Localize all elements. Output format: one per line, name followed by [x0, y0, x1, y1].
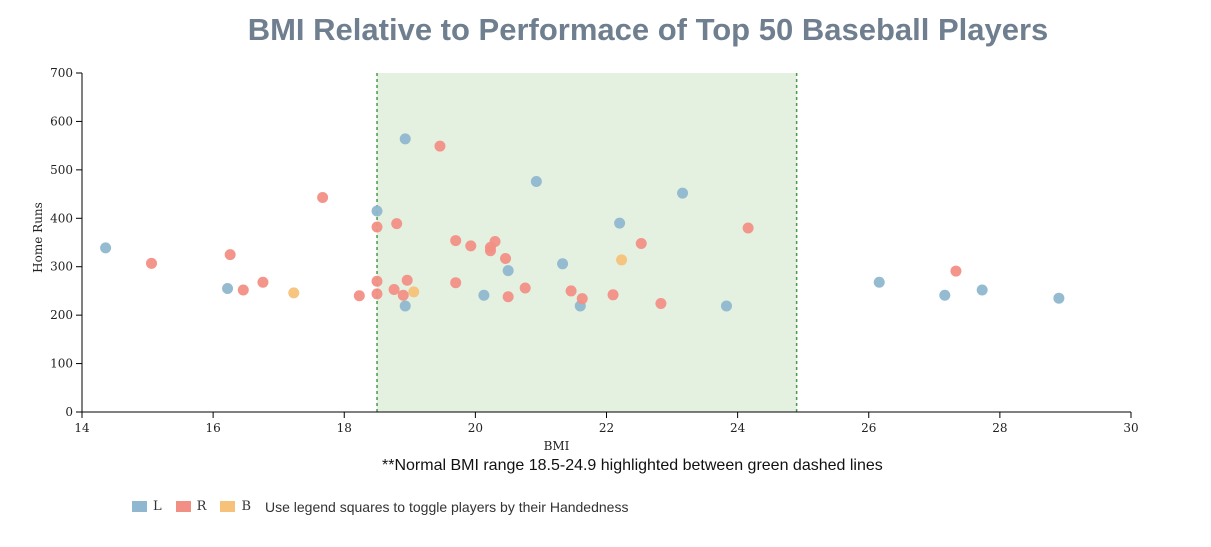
data-point	[371, 275, 383, 287]
data-point	[607, 289, 619, 301]
data-point	[720, 300, 732, 312]
data-point	[502, 291, 514, 303]
data-point	[353, 290, 365, 302]
data-point	[1053, 292, 1065, 304]
data-point	[614, 217, 626, 229]
data-point	[257, 276, 269, 288]
legend-label: L	[153, 499, 162, 514]
data-point	[408, 286, 420, 298]
legend-swatch[interactable]	[132, 501, 147, 512]
data-points	[100, 133, 1065, 312]
data-point	[224, 249, 236, 261]
x-tick-label: 14	[74, 421, 90, 435]
x-tick-label: 20	[468, 421, 483, 435]
data-point	[873, 276, 885, 288]
legend-swatch[interactable]	[220, 501, 236, 512]
legend-item-b[interactable]: B	[220, 499, 251, 514]
y-tick-label: 500	[50, 163, 73, 177]
data-point	[222, 283, 234, 295]
legend-item-r[interactable]: R	[175, 499, 207, 514]
data-point	[677, 187, 689, 199]
chart-title: BMI Relative to Performace of Top 50 Bas…	[247, 12, 1049, 47]
axes: 14 16 18 20 22 24 26 28 300100200300400500600700…	[31, 66, 1139, 453]
data-point	[100, 242, 112, 254]
data-point	[939, 289, 951, 301]
y-tick-label: 200	[50, 308, 73, 322]
data-point	[237, 284, 249, 296]
data-point	[450, 277, 462, 289]
data-point	[371, 288, 383, 300]
data-point	[145, 257, 157, 269]
data-point	[371, 221, 383, 233]
x-tick-label: 28	[992, 421, 1007, 435]
data-point	[371, 205, 383, 217]
y-tick-label: 0	[65, 405, 73, 419]
legend-label: B	[241, 499, 251, 514]
legend-item-l[interactable]: L	[132, 499, 162, 514]
y-tick-label: 300	[50, 260, 73, 274]
data-point	[401, 274, 413, 286]
y-tick-label: 100	[50, 357, 73, 371]
x-tick-label: 24	[730, 421, 746, 435]
data-point	[635, 237, 647, 249]
x-tick-label: 26	[861, 421, 876, 435]
data-point	[616, 254, 628, 266]
highlight-note: **Normal BMI range 18.5-24.9 highlighted…	[382, 457, 883, 474]
data-point	[489, 236, 501, 248]
data-point	[478, 289, 490, 301]
highlight-band	[377, 73, 797, 412]
data-point	[530, 175, 542, 187]
data-point	[397, 289, 409, 301]
x-tick-label: 22	[599, 421, 614, 435]
data-point	[391, 218, 403, 230]
legend-hint: Use legend squares to toggle players by …	[265, 499, 629, 515]
data-point	[450, 235, 462, 247]
series-L	[100, 133, 1065, 312]
y-tick-label: 600	[50, 114, 73, 128]
data-point	[519, 282, 531, 294]
data-point	[317, 191, 329, 203]
data-point	[655, 298, 667, 310]
y-tick-label: 400	[50, 211, 73, 225]
data-point	[388, 283, 400, 295]
data-point	[500, 252, 512, 264]
data-point	[950, 265, 962, 277]
series-B	[288, 254, 628, 299]
data-point	[465, 240, 477, 252]
data-point	[576, 293, 588, 305]
x-tick-label: 18	[337, 421, 352, 435]
x-tick-label: 16	[205, 421, 220, 435]
data-point	[742, 222, 754, 234]
legend: L R B Use legend squares to toggle players …	[132, 499, 628, 515]
legend-label: R	[196, 499, 207, 514]
data-point	[288, 287, 300, 299]
y-tick-label: 700	[50, 66, 73, 80]
normal-bmi-highlight	[376, 73, 798, 412]
data-point	[565, 285, 577, 297]
data-point	[434, 140, 446, 152]
legend-swatch[interactable]	[175, 501, 191, 512]
series-R	[145, 140, 962, 310]
x-tick-label: 30	[1123, 421, 1138, 435]
data-point	[557, 258, 569, 270]
data-point	[502, 265, 514, 277]
y-axis-label: Home Runs	[31, 202, 45, 273]
data-point	[976, 284, 988, 296]
data-point	[399, 300, 411, 312]
data-point	[399, 133, 411, 145]
x-axis-label: BMI	[544, 439, 570, 453]
